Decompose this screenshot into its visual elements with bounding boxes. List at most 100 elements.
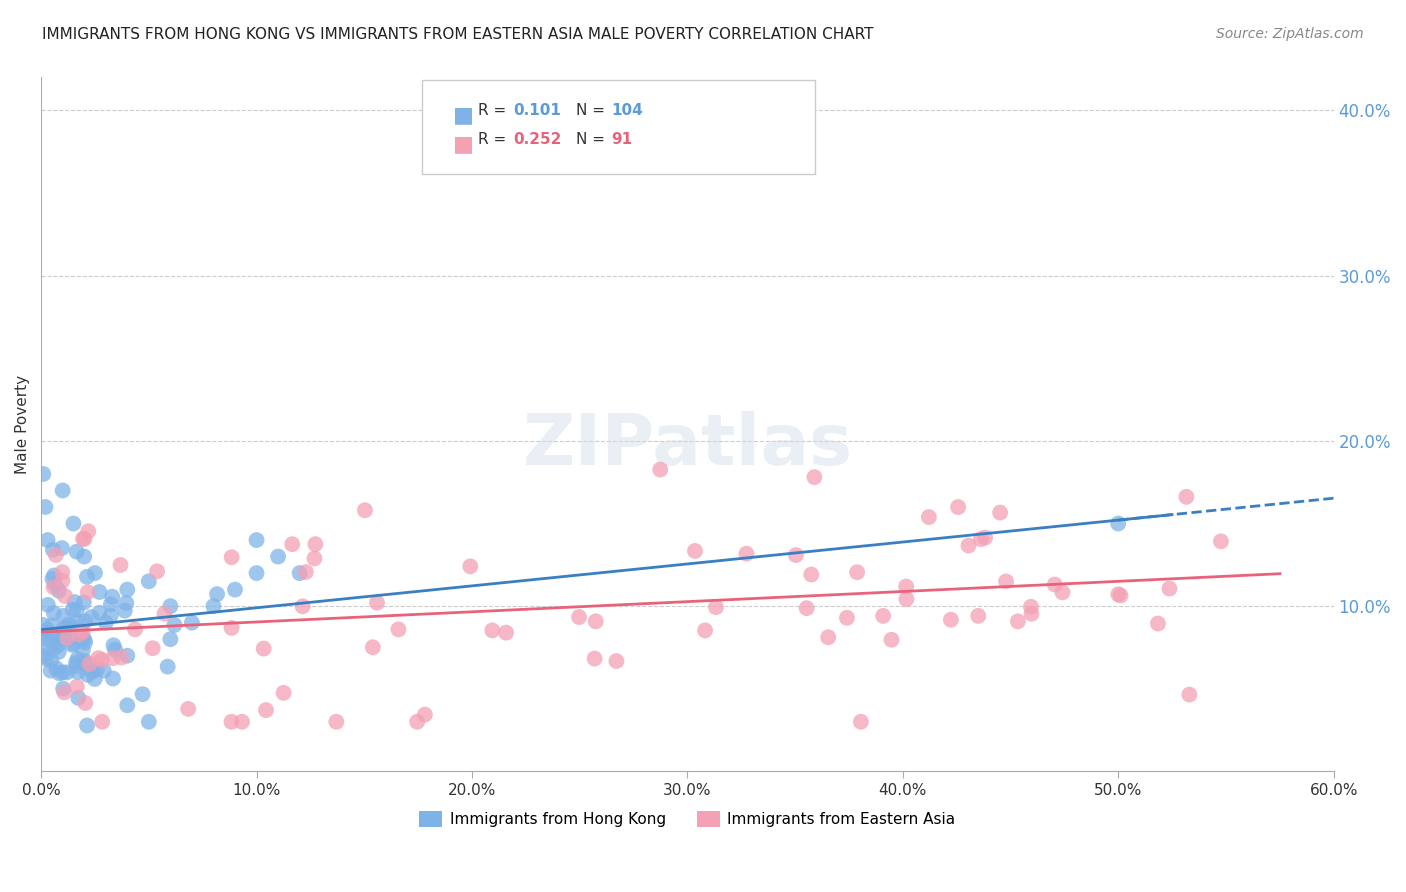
Point xyxy=(90,653,112,667)
Point xyxy=(93,664,115,678)
Point xyxy=(86,662,108,676)
Point xyxy=(568,610,591,624)
Text: 0.252: 0.252 xyxy=(513,132,561,147)
Point xyxy=(42,606,65,620)
Point xyxy=(52,681,75,696)
Point xyxy=(52,608,75,623)
Point xyxy=(138,714,160,729)
Point xyxy=(918,510,941,524)
Point xyxy=(66,652,89,666)
Point xyxy=(51,632,73,646)
Point xyxy=(1107,516,1129,531)
Point xyxy=(970,532,993,546)
Point xyxy=(1147,616,1170,631)
Point xyxy=(1019,599,1042,614)
Point xyxy=(1109,589,1132,603)
Point xyxy=(82,665,104,679)
Text: 91: 91 xyxy=(612,132,633,147)
Point xyxy=(291,599,314,614)
Point xyxy=(585,615,607,629)
Point xyxy=(413,707,436,722)
Text: ■: ■ xyxy=(453,105,474,125)
Point xyxy=(41,654,63,668)
Point xyxy=(110,558,132,572)
Point xyxy=(42,568,65,582)
Point xyxy=(52,483,75,498)
Point xyxy=(41,572,63,586)
Point xyxy=(481,624,503,638)
Point xyxy=(849,714,872,729)
Text: R =: R = xyxy=(478,132,512,147)
Point xyxy=(142,641,165,656)
Point xyxy=(72,532,94,546)
Point xyxy=(42,580,65,594)
Point xyxy=(1175,490,1198,504)
Point xyxy=(245,566,267,580)
Point xyxy=(231,714,253,729)
Point xyxy=(75,635,97,649)
Point xyxy=(56,618,79,632)
Point xyxy=(835,611,858,625)
Point xyxy=(117,698,139,713)
Point xyxy=(117,582,139,597)
Point xyxy=(51,541,73,555)
Point xyxy=(76,585,98,599)
Point xyxy=(693,624,716,638)
Point xyxy=(101,590,124,604)
Point xyxy=(124,623,146,637)
Point xyxy=(1052,585,1074,599)
Point xyxy=(51,565,73,579)
Point xyxy=(583,651,606,665)
Point xyxy=(48,583,70,598)
Point xyxy=(56,621,79,635)
Point xyxy=(1021,607,1043,621)
Point xyxy=(94,615,117,630)
Point xyxy=(48,638,70,652)
Point xyxy=(32,648,55,663)
Point xyxy=(51,574,73,588)
Point xyxy=(153,607,176,621)
Point xyxy=(63,595,86,609)
Point xyxy=(995,574,1018,589)
Point xyxy=(52,622,75,636)
Point xyxy=(37,623,59,637)
Point xyxy=(42,629,65,643)
Text: ZIPatlas: ZIPatlas xyxy=(522,410,852,480)
Point xyxy=(281,537,304,551)
Point xyxy=(131,687,153,701)
Point xyxy=(946,500,969,514)
Text: N =: N = xyxy=(576,132,610,147)
Point xyxy=(73,657,96,671)
Text: R =: R = xyxy=(478,103,512,119)
Point xyxy=(51,665,73,680)
Point xyxy=(180,615,202,630)
Point xyxy=(957,539,980,553)
Point xyxy=(224,582,246,597)
Point xyxy=(76,718,98,732)
Point xyxy=(45,661,67,675)
Point xyxy=(41,618,63,632)
Point xyxy=(156,659,179,673)
Point xyxy=(846,566,869,580)
Point xyxy=(56,665,79,680)
Point xyxy=(48,666,70,681)
Point xyxy=(37,632,59,647)
Point xyxy=(253,641,276,656)
Point xyxy=(38,640,60,655)
Point xyxy=(66,544,89,558)
Point xyxy=(267,549,290,564)
Point xyxy=(117,648,139,663)
Point xyxy=(254,703,277,717)
Point xyxy=(163,618,186,632)
Point xyxy=(967,608,990,623)
Point xyxy=(73,654,96,668)
Point xyxy=(1107,587,1129,601)
Point xyxy=(66,659,89,673)
Point xyxy=(37,533,59,547)
Point xyxy=(273,686,295,700)
Point xyxy=(114,604,136,618)
Point xyxy=(66,614,89,628)
Point xyxy=(495,625,517,640)
Text: IMMIGRANTS FROM HONG KONG VS IMMIGRANTS FROM EASTERN ASIA MALE POVERTY CORRELATI: IMMIGRANTS FROM HONG KONG VS IMMIGRANTS … xyxy=(42,27,873,42)
Point xyxy=(59,618,82,632)
